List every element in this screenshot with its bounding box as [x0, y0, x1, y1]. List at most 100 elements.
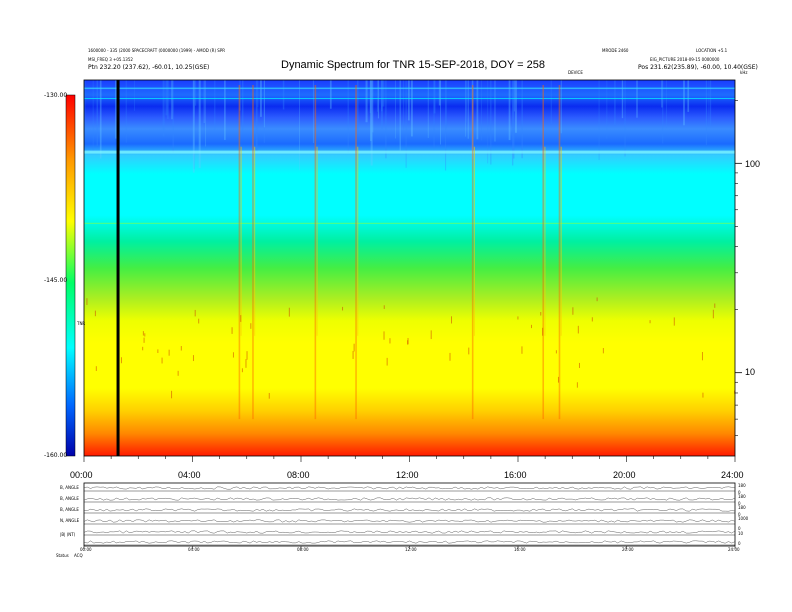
spectrum-streak	[241, 80, 244, 132]
bottom-row-label-3: B, ANGLE	[60, 507, 79, 512]
spectrum-spot	[701, 352, 703, 361]
time-axis	[83, 456, 736, 462]
spectrum-streak	[710, 80, 712, 126]
header-left-line3: Ptn 232.20 (237.62), -60.01, 10.25(GSE)	[88, 64, 210, 71]
spectrum-streak	[166, 80, 169, 119]
bottom-x-tick-0: 00:00	[80, 547, 92, 552]
spectrum-spot	[161, 357, 163, 364]
bottom-right-label-5: 180	[738, 505, 746, 510]
spectrum-streak	[445, 80, 447, 171]
bottom-row-label-2: B, ANGLE	[60, 496, 79, 501]
spectrogram-features	[84, 80, 736, 456]
x-tick-3: 12:00	[396, 470, 419, 480]
spectrum-streak	[198, 80, 201, 168]
spectrum-spot	[142, 346, 144, 351]
burst-4	[471, 85, 474, 420]
spectrum-streak	[385, 80, 387, 159]
spectrum-streak	[661, 80, 663, 108]
spectrum-spot	[246, 351, 248, 360]
header-right-line3: EIG_PICTURE 2018-09-15 0000000	[650, 57, 720, 62]
x-tick-4: 16:00	[504, 470, 527, 480]
spectrum-streak	[481, 80, 482, 141]
header-right-line4: Pos 231.62(235.89), -60.00, 10.40(GSE)	[638, 64, 758, 71]
burst-echo-3	[357, 146, 359, 336]
spectrum-streak	[513, 80, 515, 112]
y-tick-100: 100	[745, 159, 761, 169]
spectrum-streak	[621, 80, 624, 119]
chart-title: Dynamic Spectrum for TNR 15-SEP-2018, DO…	[281, 59, 546, 71]
spectrum-spot	[577, 325, 579, 334]
spectrum-spot	[451, 316, 453, 324]
spectrum-spot	[342, 306, 344, 311]
spectrum-streak	[382, 80, 385, 107]
spectrum-streak	[511, 80, 514, 166]
spectrum-streak	[465, 80, 467, 137]
spectrum-spot	[578, 362, 580, 369]
spectrum-spot	[231, 327, 233, 334]
spectrum-streak	[521, 80, 523, 159]
spectrum-spot	[712, 309, 714, 319]
spectrum-streak	[687, 80, 690, 112]
spectrum-band	[84, 222, 735, 224]
spectrum-spot	[389, 338, 391, 344]
spectrum-spot	[602, 348, 604, 354]
spectrum-streak	[624, 80, 626, 157]
bottom-right-label-3: 180	[738, 494, 746, 499]
spectrum-spot	[649, 320, 651, 324]
bottom-x-tick-5: 20:00	[622, 547, 634, 552]
spectrum-streak	[115, 80, 117, 139]
bottom-right-label-7: 1000	[738, 516, 749, 521]
spectrum-band	[84, 87, 735, 90]
spectrum-streak	[192, 80, 195, 173]
spectrum-spot	[702, 392, 704, 398]
spectrum-streak	[96, 80, 99, 146]
spectrum-streak	[403, 80, 405, 129]
spectrum-streak	[395, 80, 396, 139]
bottom-x-tick-4: 16:00	[514, 547, 526, 552]
spectrum-streak	[172, 80, 174, 153]
bottom-row-label-5: |B| (NT)	[60, 532, 76, 537]
bottom-right-label-4: 0	[738, 501, 741, 506]
spectrum-streak	[312, 80, 314, 144]
spectrum-streak	[165, 80, 168, 116]
spectrum-streak	[365, 80, 368, 123]
spectrum-streak	[370, 80, 373, 166]
bottom-right-label-10: 0	[738, 541, 741, 546]
spectrum-spot	[576, 382, 578, 388]
burst-1	[252, 85, 254, 420]
spectrum-streak	[329, 80, 332, 109]
spectrum-spot	[268, 392, 270, 399]
spectrum-spot	[94, 310, 96, 317]
spectrum-streak	[405, 80, 407, 168]
spectrum-spot	[557, 376, 559, 383]
spectrum-streak	[162, 80, 165, 137]
spectrum-spot	[449, 352, 451, 361]
footer-status: Status	[56, 553, 69, 558]
spectrum-streak	[263, 80, 265, 128]
spectrum-streak	[370, 80, 372, 142]
spectrum-streak	[438, 80, 441, 106]
spectrum-spot	[673, 317, 675, 326]
spectrum-spot	[352, 351, 354, 359]
spectrum-spot	[198, 318, 200, 324]
right-frequency-axis	[735, 99, 742, 437]
spectrum-streak	[550, 80, 552, 125]
spectrum-streak	[193, 80, 195, 170]
spectrogram-area	[84, 80, 735, 456]
spectrum-streak	[465, 80, 468, 123]
spectrum-spot	[353, 343, 355, 352]
corner-label: kHz	[740, 70, 748, 75]
spectrum-spot	[386, 357, 388, 366]
spectrum-spot	[142, 331, 144, 336]
bottom-trace-0	[83, 486, 736, 490]
spectrum-streak	[255, 80, 258, 152]
burst-3	[355, 85, 357, 420]
spectrum-spot	[194, 309, 196, 317]
spectrum-streak	[433, 80, 435, 149]
bottom-panel-frame	[83, 482, 736, 547]
burst-echo-4	[473, 146, 475, 336]
spectrum-spot	[468, 347, 470, 355]
colorbar-label: TNR	[77, 321, 86, 326]
spectrum-band	[84, 98, 735, 100]
spectrum-streak	[446, 80, 448, 129]
